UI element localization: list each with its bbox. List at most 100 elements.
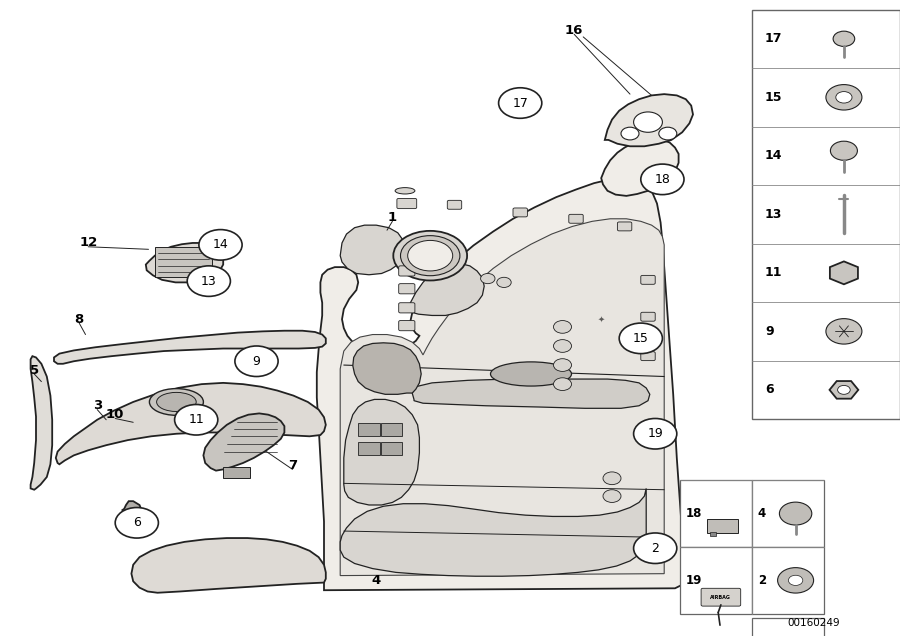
Text: 9: 9 bbox=[253, 355, 260, 368]
Circle shape bbox=[836, 92, 852, 103]
Polygon shape bbox=[830, 261, 858, 284]
Text: 12: 12 bbox=[79, 237, 97, 249]
Text: 18: 18 bbox=[686, 507, 702, 520]
FancyBboxPatch shape bbox=[399, 284, 415, 294]
Bar bbox=[155, 247, 212, 277]
Circle shape bbox=[831, 141, 858, 160]
FancyBboxPatch shape bbox=[513, 208, 527, 217]
FancyBboxPatch shape bbox=[641, 352, 655, 361]
Circle shape bbox=[641, 164, 684, 195]
Ellipse shape bbox=[157, 392, 196, 411]
FancyBboxPatch shape bbox=[617, 222, 632, 231]
Circle shape bbox=[199, 230, 242, 260]
Ellipse shape bbox=[400, 236, 460, 276]
Text: 18: 18 bbox=[654, 173, 670, 186]
Text: 16: 16 bbox=[565, 24, 583, 37]
Text: 19: 19 bbox=[647, 427, 663, 440]
Polygon shape bbox=[203, 413, 284, 471]
Circle shape bbox=[788, 575, 803, 585]
Polygon shape bbox=[317, 178, 686, 590]
Circle shape bbox=[115, 508, 158, 538]
Text: 8: 8 bbox=[75, 313, 84, 326]
Text: 11: 11 bbox=[188, 413, 204, 426]
Circle shape bbox=[826, 319, 862, 344]
FancyBboxPatch shape bbox=[399, 303, 415, 313]
Bar bbox=[381, 423, 402, 436]
Circle shape bbox=[554, 321, 572, 333]
Polygon shape bbox=[601, 140, 679, 196]
Text: 5: 5 bbox=[30, 364, 39, 377]
Text: 11: 11 bbox=[765, 266, 782, 279]
FancyBboxPatch shape bbox=[399, 266, 415, 276]
Circle shape bbox=[499, 88, 542, 118]
Polygon shape bbox=[131, 538, 326, 593]
Ellipse shape bbox=[395, 188, 415, 194]
Text: 00160249: 00160249 bbox=[788, 618, 840, 628]
Bar bbox=[223, 467, 250, 478]
Bar bbox=[358, 442, 380, 455]
Text: 6: 6 bbox=[133, 516, 140, 529]
Circle shape bbox=[634, 418, 677, 449]
FancyBboxPatch shape bbox=[641, 312, 655, 321]
Text: ✦: ✦ bbox=[598, 315, 605, 324]
Text: 4: 4 bbox=[372, 574, 381, 586]
Bar bbox=[680, 547, 752, 614]
Polygon shape bbox=[54, 331, 326, 364]
Polygon shape bbox=[122, 501, 142, 516]
Polygon shape bbox=[412, 379, 650, 408]
Circle shape bbox=[603, 472, 621, 485]
Bar bbox=[752, 10, 900, 419]
Circle shape bbox=[187, 266, 230, 296]
Circle shape bbox=[235, 346, 278, 377]
Ellipse shape bbox=[408, 240, 453, 271]
Text: 13: 13 bbox=[765, 208, 782, 221]
Text: 13: 13 bbox=[201, 275, 217, 287]
Text: 3: 3 bbox=[93, 399, 102, 412]
Text: 7: 7 bbox=[288, 459, 297, 472]
Polygon shape bbox=[56, 383, 326, 464]
Text: 9: 9 bbox=[765, 325, 774, 338]
Circle shape bbox=[554, 340, 572, 352]
Polygon shape bbox=[605, 94, 693, 146]
Bar bbox=[752, 618, 824, 636]
Polygon shape bbox=[407, 263, 484, 315]
Text: 14: 14 bbox=[765, 149, 782, 162]
Polygon shape bbox=[31, 356, 52, 490]
Polygon shape bbox=[353, 343, 421, 394]
Bar bbox=[358, 423, 380, 436]
Circle shape bbox=[619, 323, 662, 354]
Ellipse shape bbox=[393, 231, 467, 280]
FancyBboxPatch shape bbox=[569, 214, 583, 223]
Polygon shape bbox=[340, 219, 664, 576]
Bar bbox=[707, 519, 738, 533]
FancyBboxPatch shape bbox=[397, 198, 417, 209]
Text: 15: 15 bbox=[633, 332, 649, 345]
Ellipse shape bbox=[149, 389, 203, 415]
FancyBboxPatch shape bbox=[701, 588, 741, 606]
Circle shape bbox=[481, 273, 495, 284]
Circle shape bbox=[175, 404, 218, 435]
Polygon shape bbox=[340, 225, 405, 275]
FancyBboxPatch shape bbox=[399, 321, 415, 331]
Bar bbox=[710, 532, 716, 536]
Circle shape bbox=[778, 567, 814, 593]
FancyBboxPatch shape bbox=[641, 275, 655, 284]
Circle shape bbox=[826, 85, 862, 110]
Text: 14: 14 bbox=[212, 238, 229, 251]
Text: 2: 2 bbox=[758, 574, 766, 587]
Polygon shape bbox=[344, 399, 419, 505]
Ellipse shape bbox=[491, 362, 572, 386]
Circle shape bbox=[554, 378, 572, 391]
Text: 19: 19 bbox=[686, 574, 702, 587]
FancyBboxPatch shape bbox=[447, 200, 462, 209]
Polygon shape bbox=[340, 488, 646, 576]
Circle shape bbox=[621, 127, 639, 140]
Text: AIRBAG: AIRBAG bbox=[710, 595, 732, 600]
Circle shape bbox=[554, 359, 572, 371]
Text: 10: 10 bbox=[106, 408, 124, 421]
Bar bbox=[381, 442, 402, 455]
Text: 17: 17 bbox=[765, 32, 782, 45]
Text: 4: 4 bbox=[758, 507, 766, 520]
Circle shape bbox=[603, 490, 621, 502]
Circle shape bbox=[497, 277, 511, 287]
